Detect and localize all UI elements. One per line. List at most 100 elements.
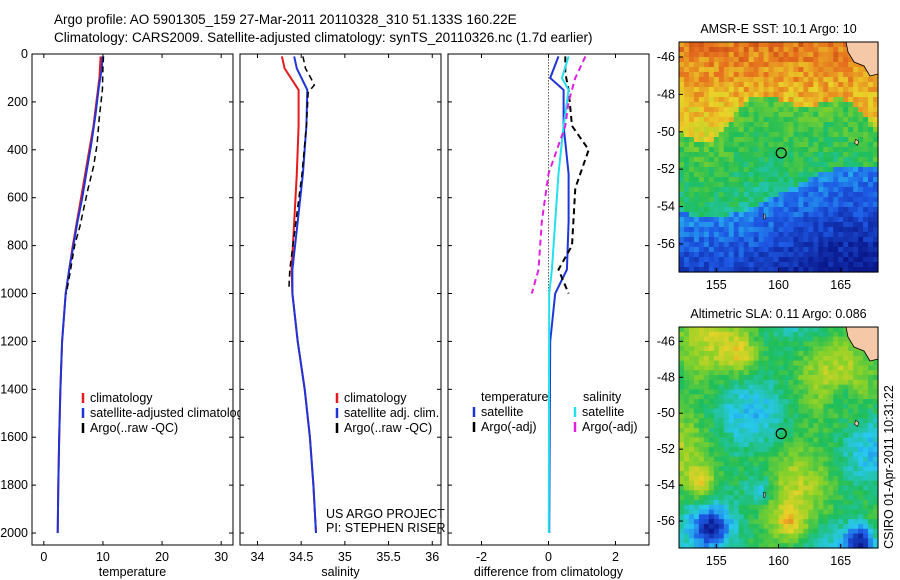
amsre-sst-cell — [753, 152, 760, 158]
amsre-sst-cell — [863, 207, 869, 213]
amsre-sst-cell — [698, 82, 705, 88]
altimetric-sla-cell — [853, 351, 859, 357]
altimetric-sla-cell — [868, 514, 874, 520]
amsre-sst-cell — [679, 117, 685, 123]
amsre-sst-cell — [793, 227, 799, 233]
altimetric-sla-cell — [793, 519, 799, 525]
amsre-sst-cell — [758, 222, 765, 228]
amsre-sst-cell — [853, 87, 859, 93]
altimetric-sla-cell — [763, 384, 770, 391]
altimetric-sla-cell — [828, 375, 834, 381]
altimetric-sla-cell — [728, 447, 735, 453]
amsre-sst-cell — [723, 77, 730, 83]
altimetric-sla-cell — [743, 451, 750, 458]
altimetric-sla-cell — [679, 355, 685, 362]
amsre-sst-cell — [738, 127, 745, 133]
altimetric-sla-cell — [803, 389, 809, 395]
altimetric-sla-cell — [833, 423, 839, 429]
altimetric-sla-cell — [858, 499, 864, 506]
altimetric-sla-cell — [733, 336, 740, 343]
amsre-sst-cell — [848, 77, 854, 83]
amsre-sst-cell — [733, 207, 740, 213]
altimetric-sla-cell — [853, 480, 859, 487]
altimetric-sla-cell — [853, 365, 859, 371]
altimetric-sla-cell — [683, 327, 690, 333]
amsre-sst-cell — [868, 82, 874, 88]
amsre-sst-cell — [748, 122, 755, 128]
amsre-sst-cell — [873, 242, 879, 248]
amsre-sst-cell — [873, 257, 879, 263]
amsre-sst-cell — [688, 72, 695, 78]
altimetric-sla-cell — [808, 423, 814, 429]
altimetric-sla-cell — [823, 427, 829, 434]
amsre-sst-cell — [713, 197, 720, 203]
amsre-sst-cell — [833, 192, 839, 198]
altimetric-sla-cell — [783, 327, 790, 333]
altimetric-sla-cell — [843, 341, 849, 347]
amsre-sst-cell — [848, 57, 854, 63]
altimetric-sla-cell — [828, 543, 834, 549]
altimetric-sla-cell — [848, 370, 854, 376]
altimetric-sla-cell — [858, 360, 864, 367]
amsre-sst-cell — [853, 242, 859, 248]
altimetric-sla-cell — [703, 504, 710, 511]
altimetric-sla-cell — [708, 533, 715, 539]
amsre-sst-cell — [873, 212, 879, 218]
amsre-sst-cell — [863, 237, 869, 243]
altimetric-sla-cell — [848, 360, 854, 367]
amsre-sst-cell — [753, 262, 760, 268]
amsre-sst-cell — [679, 152, 685, 158]
amsre-sst-cell — [868, 162, 874, 168]
amsre-sst-cell — [708, 207, 715, 213]
altimetric-sla-cell — [708, 432, 715, 439]
amsre-sst-cell — [823, 257, 829, 263]
altimetric-sla-cell — [868, 389, 874, 395]
altimetric-sla-cell — [743, 403, 750, 410]
altimetric-sla-cell — [738, 418, 745, 424]
altimetric-sla-cell — [728, 490, 735, 496]
amsre-sst-cell — [783, 62, 790, 68]
amsre-sst-cell — [843, 207, 849, 213]
difference-legend-label: Argo(-adj) — [582, 420, 638, 434]
amsre-sst-cell — [693, 252, 700, 258]
altimetric-sla-cell — [818, 442, 824, 448]
altimetric-sla-cell — [808, 480, 814, 487]
altimetric-sla-cell — [808, 437, 814, 443]
altimetric-sla-cell — [713, 519, 720, 525]
altimetric-sla-cell — [758, 427, 765, 434]
altimetric-sla-cell — [728, 341, 735, 347]
altimetric-sla-cell — [783, 451, 790, 458]
temperature-ytick-label: 400 — [7, 143, 28, 157]
amsre-sst-cell — [858, 77, 864, 83]
amsre-sst-cell — [818, 42, 824, 48]
altimetric-sla-cell — [788, 423, 795, 429]
altimetric-sla-cell — [853, 495, 859, 501]
amsre-sst-cell — [763, 107, 770, 113]
amsre-sst-cell — [823, 107, 829, 113]
altimetric-sla-cell — [803, 495, 809, 501]
altimetric-sla-cell — [688, 403, 695, 410]
amsre-sst-cell — [768, 137, 775, 143]
amsre-sst-cell — [728, 217, 735, 223]
amsre-sst-cell — [843, 152, 849, 158]
amsre-sst-cell — [868, 207, 874, 213]
altimetric-sla-cell — [843, 375, 849, 381]
altimetric-sla-cell — [743, 375, 750, 381]
amsre-sst-cell — [738, 52, 745, 58]
altimetric-sla-cell — [828, 365, 834, 371]
amsre-sst-cell — [708, 117, 715, 123]
amsre-sst-cell — [763, 187, 770, 193]
altimetric-sla-cell — [858, 399, 864, 405]
altimetric-sla-cell — [858, 447, 864, 453]
altimetric-sla-cell — [823, 528, 829, 535]
altimetric-sla-cell — [783, 543, 790, 549]
amsre-sst-cell — [703, 92, 710, 98]
amsre-sst-cell — [868, 202, 874, 208]
amsre-sst-cell — [748, 182, 755, 188]
altimetric-sla-cell — [748, 442, 755, 448]
amsre-sst-cell — [683, 67, 690, 73]
altimetric-sla-cell — [738, 336, 745, 343]
amsre-sst-cell — [703, 182, 710, 188]
altimetric-sla-cell — [833, 351, 839, 357]
amsre-sst-cell — [733, 82, 740, 88]
